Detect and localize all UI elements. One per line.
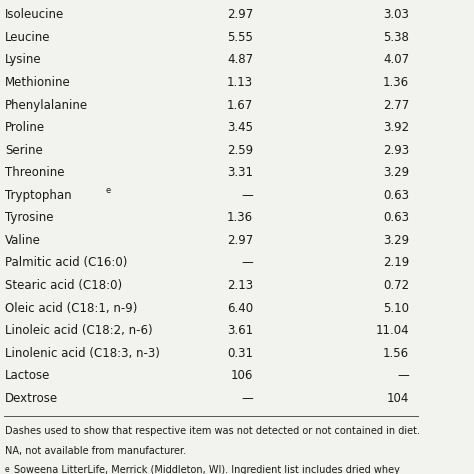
Text: Proline: Proline [5,121,45,134]
Text: Leucine: Leucine [5,31,51,44]
Text: Lactose: Lactose [5,369,50,382]
Text: 1.36: 1.36 [227,211,253,224]
Text: 11.04: 11.04 [376,324,409,337]
Text: 0.72: 0.72 [383,279,409,292]
Text: 4.07: 4.07 [383,54,409,66]
Text: Phenylalanine: Phenylalanine [5,99,88,111]
Text: 3.45: 3.45 [227,121,253,134]
Text: 2.59: 2.59 [227,144,253,156]
Text: 5.10: 5.10 [383,301,409,315]
Text: 3.29: 3.29 [383,166,409,179]
Text: 2.97: 2.97 [227,8,253,21]
Text: Stearic acid (C18:0): Stearic acid (C18:0) [5,279,122,292]
Text: —: — [241,189,253,202]
Text: 0.31: 0.31 [227,346,253,360]
Text: 1.36: 1.36 [383,76,409,89]
Text: 106: 106 [231,369,253,382]
Text: —: — [398,369,409,382]
Text: —: — [241,392,253,405]
Text: Tyrosine: Tyrosine [5,211,54,224]
Text: NA, not available from manufacturer.: NA, not available from manufacturer. [5,446,186,456]
Text: 3.61: 3.61 [227,324,253,337]
Text: Linolenic acid (C18:3, n-3): Linolenic acid (C18:3, n-3) [5,346,160,360]
Text: e: e [106,186,111,195]
Text: —: — [241,256,253,269]
Text: Isoleucine: Isoleucine [5,8,64,21]
Text: Methionine: Methionine [5,76,71,89]
Text: Valine: Valine [5,234,41,247]
Text: 0.63: 0.63 [383,211,409,224]
Text: 1.13: 1.13 [227,76,253,89]
Text: Serine: Serine [5,144,43,156]
Text: 3.29: 3.29 [383,234,409,247]
Text: 104: 104 [387,392,409,405]
Text: 3.31: 3.31 [227,166,253,179]
Text: Palmitic acid (C16:0): Palmitic acid (C16:0) [5,256,128,269]
Text: 0.63: 0.63 [383,189,409,202]
Text: 5.38: 5.38 [383,31,409,44]
Text: 4.87: 4.87 [227,54,253,66]
Text: Dashes used to show that respective item was not detected or not contained in di: Dashes used to show that respective item… [5,426,420,436]
Text: Linoleic acid (C18:2, n-6): Linoleic acid (C18:2, n-6) [5,324,153,337]
Text: Oleic acid (C18:1, n-9): Oleic acid (C18:1, n-9) [5,301,137,315]
Text: 1.67: 1.67 [227,99,253,111]
Text: Threonine: Threonine [5,166,64,179]
Text: 1.56: 1.56 [383,346,409,360]
Text: 3.03: 3.03 [383,8,409,21]
Text: 2.19: 2.19 [383,256,409,269]
Text: 5.55: 5.55 [228,31,253,44]
Text: 2.97: 2.97 [227,234,253,247]
Text: Soweena LitterLife, Merrick (Middleton, WI). Ingredient list includes dried whey: Soweena LitterLife, Merrick (Middleton, … [14,465,400,474]
Text: 2.93: 2.93 [383,144,409,156]
Text: Dextrose: Dextrose [5,392,58,405]
Text: 2.13: 2.13 [227,279,253,292]
Text: Lysine: Lysine [5,54,42,66]
Text: e: e [5,465,9,474]
Text: Tryptophan: Tryptophan [5,189,72,202]
Text: 3.92: 3.92 [383,121,409,134]
Text: 2.77: 2.77 [383,99,409,111]
Text: 6.40: 6.40 [227,301,253,315]
